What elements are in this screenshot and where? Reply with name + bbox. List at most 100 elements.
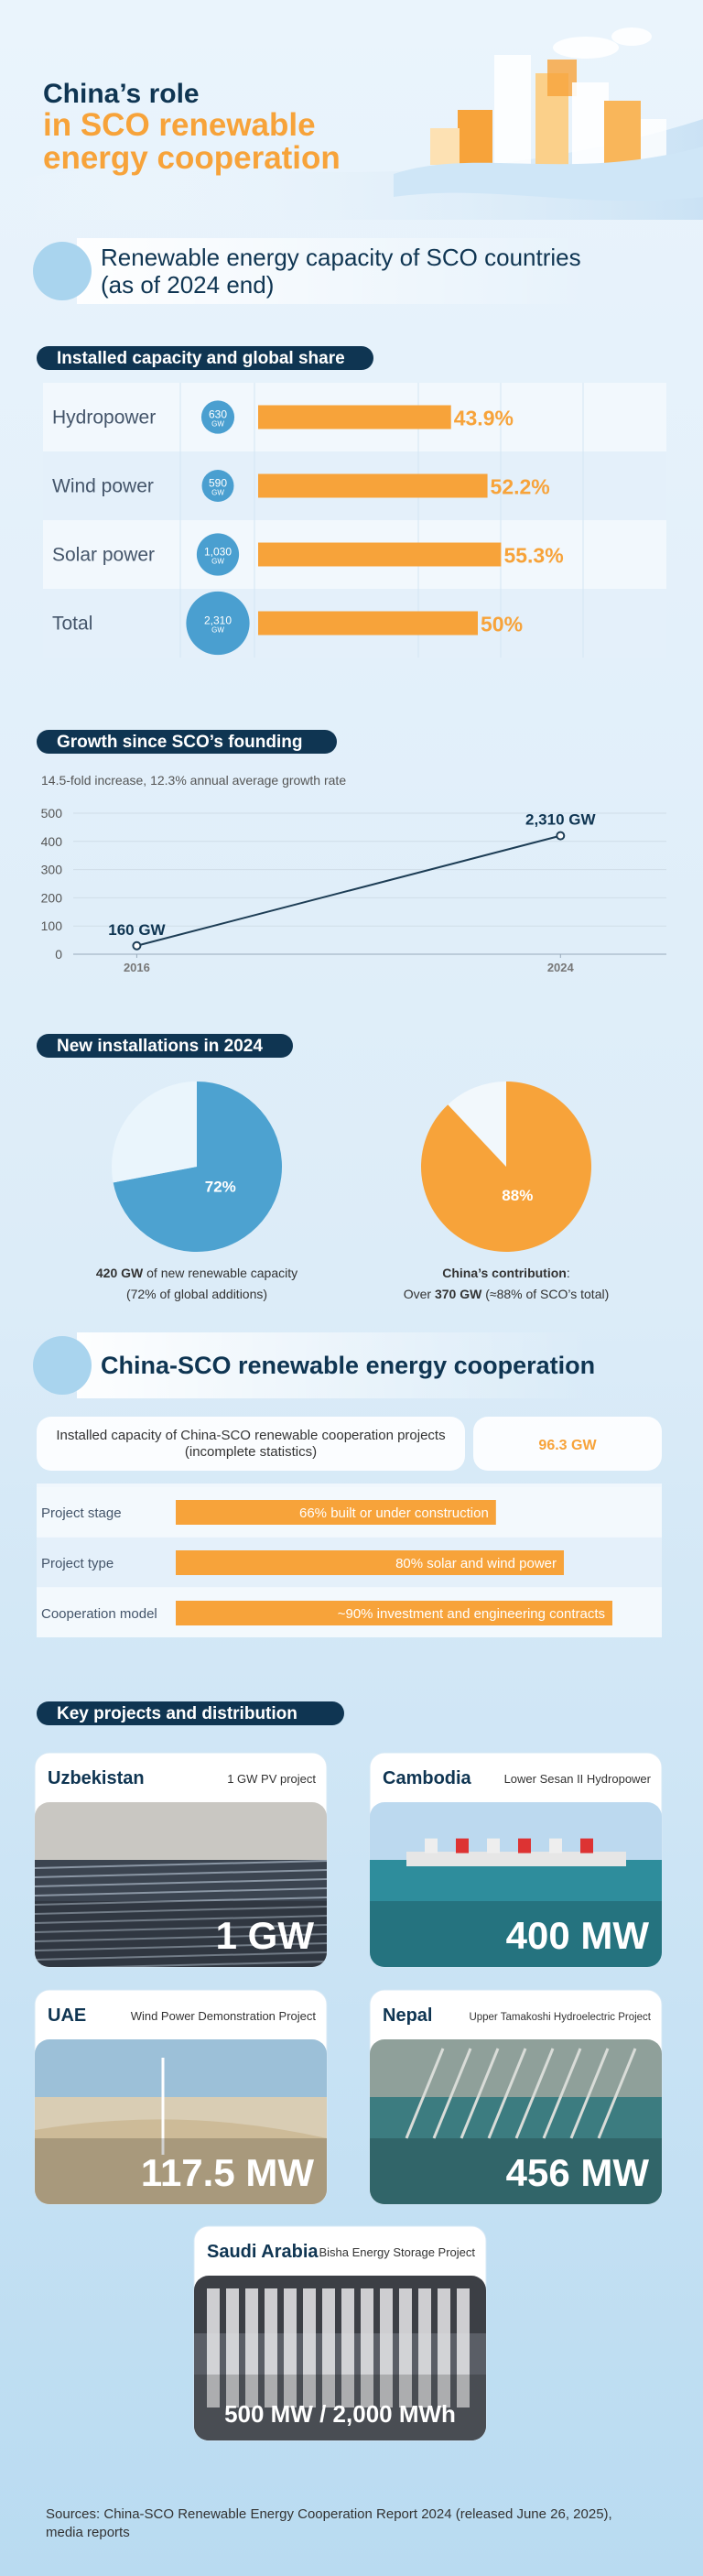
bar <box>176 1601 612 1625</box>
capacity-bubble <box>201 470 234 502</box>
capacity-bubble <box>196 533 240 576</box>
y-tick-label: 300 <box>41 863 63 877</box>
project-country: Saudi Arabia <box>207 2242 319 2262</box>
x-tick-label: 2016 <box>124 961 150 974</box>
project-country: Cambodia <box>383 1768 472 1788</box>
capacity-label: 590 <box>209 477 227 490</box>
photo-detail <box>35 1961 327 1967</box>
section-title: Renewable energy capacity of SCO countri… <box>101 244 581 271</box>
summary-label: (incomplete statistics) <box>185 1444 317 1460</box>
pie-slice <box>113 1081 282 1252</box>
caption-part: of new renewable capacity <box>143 1266 297 1280</box>
caption-part: Over <box>404 1287 435 1301</box>
section-pill-label: Installed capacity and global share <box>57 349 345 368</box>
bar <box>176 1500 496 1525</box>
x-tick-label: 2024 <box>547 961 575 974</box>
photo-detail <box>518 1838 531 1853</box>
capacity-bubble <box>200 400 235 434</box>
y-tick-label: 100 <box>41 918 63 933</box>
row-label: Wind power <box>52 476 154 497</box>
section-icon <box>33 1336 92 1395</box>
photo-detail <box>322 2288 335 2408</box>
photo-detail <box>35 1897 327 1906</box>
pie-caption: China’s contribution: <box>442 1266 569 1280</box>
bar <box>258 611 478 636</box>
photo-detail <box>549 1838 562 1853</box>
photo-detail <box>406 1852 626 1866</box>
header-title: energy cooperation <box>43 140 341 176</box>
photo-detail <box>425 1838 438 1853</box>
photo-detail <box>457 2288 470 2408</box>
row-label: Cooperation model <box>41 1606 157 1622</box>
photo-ground <box>370 1860 662 1967</box>
section-pill <box>37 1701 344 1725</box>
bar-value-label: 66% built or under construction <box>299 1505 489 1521</box>
caption-part: (≈88% of SCO’s total) <box>481 1287 609 1301</box>
photo-shade <box>370 1901 662 1967</box>
photo-detail <box>245 2288 258 2408</box>
capacity-bubble <box>186 591 250 656</box>
project-country: Uzbekistan <box>48 1768 145 1788</box>
project-capacity: 117.5 MW <box>141 2151 314 2194</box>
photo-detail <box>265 2288 277 2408</box>
photo-detail <box>35 1887 327 1897</box>
project-photo <box>370 1802 662 1967</box>
photo-shade <box>194 2375 486 2440</box>
photo-detail <box>35 1924 327 1933</box>
bar-value-label: 55.3% <box>503 544 563 568</box>
section-pill <box>37 730 337 754</box>
section-title: (as of 2024 end) <box>101 271 274 299</box>
point-annotation: 2,310 GW <box>525 811 596 829</box>
capacity-label: 2,310 <box>204 614 232 627</box>
section-title: China-SCO renewable energy cooperation <box>101 1352 595 1379</box>
bar <box>258 542 502 567</box>
photo-detail <box>438 2288 450 2408</box>
sources: media reports <box>46 2525 130 2540</box>
photo-detail <box>432 2048 472 2139</box>
photo-detail <box>542 2048 582 2139</box>
row-label: Solar power <box>52 545 155 566</box>
y-tick-label: 0 <box>55 947 62 962</box>
slice-label: 72% <box>205 1178 236 1195</box>
y-tick-label: 400 <box>41 834 63 849</box>
photo-detail <box>35 1933 327 1942</box>
capacity-label: 1,030 <box>204 546 232 559</box>
photo-detail <box>35 1906 327 1915</box>
photo-detail <box>35 1860 327 1869</box>
photo-detail <box>207 2288 220 2408</box>
row-label: Project type <box>41 1556 114 1571</box>
section-pill-label: Key projects and distribution <box>57 1704 297 1723</box>
caption-part: (72% of global additions) <box>126 1287 267 1301</box>
photo-shade <box>35 2138 327 2204</box>
photo-detail <box>35 1942 327 1951</box>
photo-detail <box>341 2288 354 2408</box>
section-pill-label: Growth since SCO’s founding <box>57 733 302 752</box>
summary-label: Installed capacity of China-SCO renewabl… <box>56 1428 445 1443</box>
photo-detail <box>405 2048 445 2139</box>
photo-detail <box>35 1951 327 1961</box>
photo-detail <box>456 1838 469 1853</box>
caption-part: 370 GW <box>435 1287 482 1301</box>
point-annotation: 160 GW <box>108 921 166 939</box>
bar <box>176 1550 564 1575</box>
data-line <box>136 834 561 947</box>
photo-detail <box>35 1869 327 1878</box>
photo-detail <box>514 2048 555 2139</box>
photo-detail <box>35 1878 327 1887</box>
chart-subtitle: 14.5-fold increase, 12.3% annual average… <box>41 773 346 788</box>
pie-caption: (72% of global additions) <box>126 1287 267 1301</box>
project-photo <box>35 1802 327 1967</box>
bar-value-label: ~90% investment and engineering contract… <box>338 1606 605 1622</box>
row-label: Project stage <box>41 1505 122 1521</box>
section-pill <box>37 1034 293 1058</box>
slice-label: 88% <box>502 1187 533 1204</box>
section-title-bg <box>77 1332 589 1398</box>
photo-detail <box>35 1915 327 1924</box>
photo-detail <box>284 2288 297 2408</box>
row-label: Total <box>52 614 92 635</box>
y-tick-label: 200 <box>41 890 63 905</box>
data-point <box>556 831 566 841</box>
photo-detail <box>597 2048 637 2139</box>
